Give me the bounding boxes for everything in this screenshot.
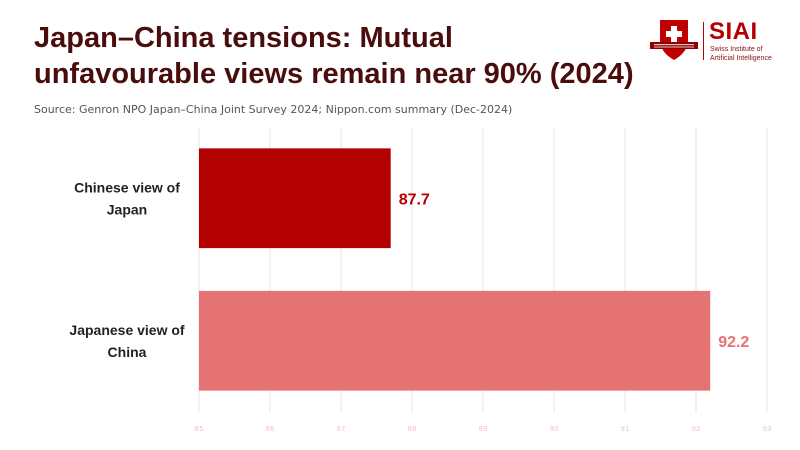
category-label: Chinese view of bbox=[74, 179, 180, 195]
category-label: China bbox=[108, 344, 147, 360]
x-tick-label: 87 bbox=[337, 425, 346, 433]
logo-divider bbox=[703, 22, 704, 60]
category-label: Japan bbox=[107, 201, 147, 217]
x-tick-label: 86 bbox=[266, 425, 275, 433]
logo-name: SIAI bbox=[709, 18, 758, 45]
category-label: Japanese view of bbox=[69, 322, 185, 338]
source-note: Source: Genron NPO Japan–China Joint Sur… bbox=[34, 103, 513, 116]
title-line-2: unfavourable views remain near 90% (2024… bbox=[34, 58, 634, 90]
x-tick-label: 92 bbox=[692, 425, 701, 433]
title-line-1: Japan–China tensions: Mutual bbox=[34, 22, 453, 54]
x-tick-label: 89 bbox=[479, 425, 488, 433]
bar bbox=[199, 148, 391, 249]
bar bbox=[199, 290, 711, 391]
logo-subtitle-1: Swiss Institute of bbox=[710, 46, 763, 53]
data-label: 92.2 bbox=[718, 334, 749, 351]
x-tick-label: 88 bbox=[408, 425, 417, 433]
swiss-cross-shield-icon bbox=[650, 20, 698, 60]
logo-subtitle-2: Artificial Intelligence bbox=[710, 55, 772, 62]
x-tick-label: 85 bbox=[195, 425, 204, 433]
chart-title: Japan–China tensions: Mutual unfavourabl… bbox=[34, 20, 654, 92]
x-tick-label: 93 bbox=[763, 425, 772, 433]
x-tick-label: 90 bbox=[550, 425, 559, 433]
data-label: 87.7 bbox=[399, 191, 430, 208]
x-tick-label: 91 bbox=[621, 425, 630, 433]
siai-logo: SIAI Swiss Institute of Artificial Intel… bbox=[648, 18, 778, 62]
